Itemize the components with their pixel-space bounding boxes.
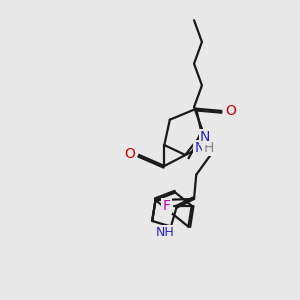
- Text: NH: NH: [156, 226, 175, 238]
- Text: O: O: [125, 147, 136, 161]
- Text: O: O: [225, 104, 236, 118]
- Text: N: N: [200, 130, 210, 144]
- Text: N: N: [194, 141, 205, 155]
- Text: F: F: [162, 199, 170, 213]
- Text: H: H: [203, 141, 214, 155]
